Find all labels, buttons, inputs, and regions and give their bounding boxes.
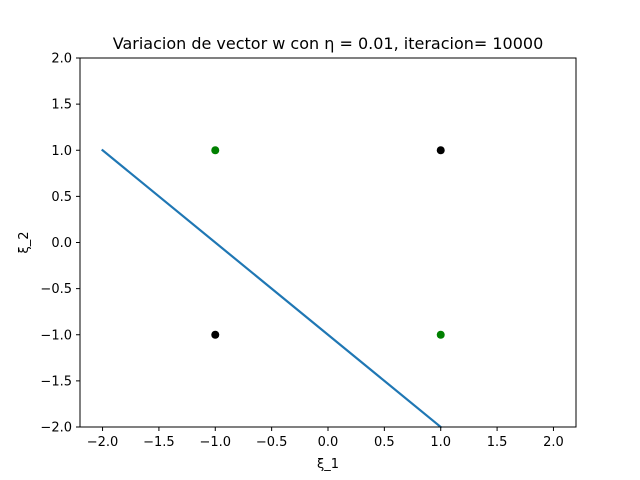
plot-area [80, 58, 576, 427]
x-tick-label: −1.0 [199, 435, 231, 450]
data-point [211, 146, 220, 155]
x-tick-label: −0.5 [256, 435, 288, 450]
x-tick-label: 2.0 [543, 435, 564, 450]
x-axis-ticks: −2.0 −1.5 −1.0 −0.5 0.0 0.5 1.0 1.5 2.0 [87, 427, 564, 450]
y-axis-label: ξ_2 [17, 231, 32, 253]
y-tick-label: 2.0 [51, 52, 72, 67]
x-tick-label: 1.0 [430, 435, 451, 450]
y-tick-label: −1.5 [40, 374, 72, 389]
y-tick-label: 1.5 [51, 98, 72, 113]
x-tick-label: 0.5 [374, 435, 395, 450]
y-tick-label: 0.0 [51, 236, 72, 251]
data-point [436, 330, 445, 339]
y-axis-ticks: −2.0 −1.5 −1.0 −0.5 0.0 0.5 1.0 1.5 2.0 [40, 52, 80, 436]
x-tick-label: 1.5 [487, 435, 508, 450]
chart-title: Variacion de vector w con η = 0.01, iter… [113, 34, 544, 53]
decision-line [101, 148, 443, 429]
x-tick-label: −1.5 [143, 435, 175, 450]
y-tick-label: −0.5 [40, 282, 72, 297]
y-tick-label: 0.5 [51, 190, 72, 205]
y-tick-label: 1.0 [51, 144, 72, 159]
y-tick-label: −1.0 [40, 328, 72, 343]
x-axis-label: ξ_1 [317, 457, 339, 472]
y-tick-label: −2.0 [40, 421, 72, 436]
data-point [436, 146, 445, 155]
plot-marks [101, 146, 445, 429]
x-tick-label: −2.0 [87, 435, 119, 450]
data-point [211, 330, 220, 339]
x-tick-label: 0.0 [318, 435, 339, 450]
plot-frame [79, 57, 577, 428]
